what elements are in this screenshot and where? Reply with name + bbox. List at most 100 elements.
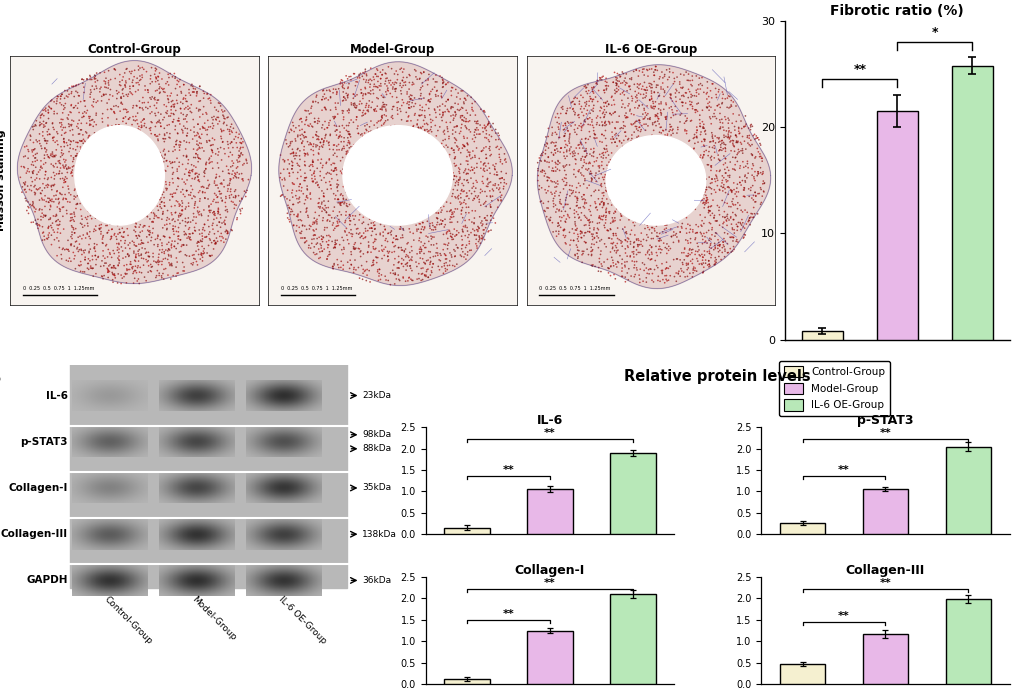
Point <box>665 226 682 237</box>
Point <box>360 77 376 88</box>
Point <box>584 84 600 95</box>
Point <box>412 104 428 115</box>
Point <box>459 175 475 186</box>
Point <box>435 239 451 250</box>
Point <box>314 119 330 131</box>
Point <box>149 200 165 211</box>
Point <box>66 241 83 252</box>
Point <box>615 75 632 87</box>
Point <box>36 110 52 121</box>
Point <box>548 117 565 128</box>
Point <box>98 89 114 100</box>
Point <box>412 110 428 121</box>
Point <box>371 268 387 279</box>
Point <box>64 161 81 172</box>
Point <box>321 154 337 165</box>
Point <box>384 91 400 103</box>
Point <box>40 197 56 208</box>
Point <box>186 172 203 183</box>
Point <box>161 119 177 131</box>
Point <box>706 242 722 253</box>
Point <box>583 173 599 184</box>
Point <box>686 129 702 140</box>
Point <box>124 77 141 88</box>
Point <box>366 105 382 117</box>
Point <box>712 181 729 192</box>
Point <box>567 218 583 230</box>
Point <box>395 64 412 75</box>
Point <box>120 113 137 124</box>
Point <box>346 237 363 248</box>
Point <box>593 103 609 114</box>
Point <box>469 177 485 188</box>
Point <box>198 163 214 174</box>
Point <box>57 85 73 96</box>
Point <box>148 76 164 87</box>
Point <box>655 224 672 235</box>
Point <box>460 177 476 188</box>
Point <box>68 244 85 255</box>
Point <box>438 206 454 217</box>
Point <box>603 91 620 102</box>
Point <box>621 214 637 225</box>
Point <box>307 174 323 185</box>
Point <box>286 150 303 161</box>
Point <box>328 144 344 156</box>
Point <box>182 180 199 191</box>
Point <box>358 225 374 237</box>
Point <box>86 94 102 105</box>
Point <box>114 245 130 256</box>
Point <box>155 206 171 217</box>
Point <box>315 139 331 150</box>
Point <box>56 177 72 188</box>
Point <box>695 134 711 145</box>
Point <box>94 233 110 244</box>
Point <box>676 254 692 265</box>
Point <box>541 215 557 226</box>
Point <box>300 210 316 221</box>
Point <box>453 142 470 154</box>
Point <box>375 101 391 112</box>
Point <box>180 228 197 239</box>
Point <box>593 117 609 128</box>
Point <box>325 84 341 95</box>
Point <box>59 196 75 207</box>
Point <box>350 121 366 132</box>
Point <box>471 223 487 234</box>
Point <box>695 193 711 205</box>
Point <box>712 139 729 150</box>
Point <box>438 228 454 239</box>
Point <box>449 142 466 153</box>
Point <box>103 103 119 114</box>
Point <box>329 108 345 119</box>
Point <box>668 128 685 139</box>
Point <box>693 258 709 269</box>
Point <box>178 185 195 196</box>
Point <box>565 151 581 162</box>
Point <box>681 86 697 97</box>
Point <box>747 191 763 202</box>
Point <box>231 168 248 179</box>
Point <box>620 242 636 253</box>
Point <box>736 191 752 202</box>
Point <box>722 187 739 198</box>
Point <box>313 242 329 253</box>
Point <box>172 235 189 246</box>
Point <box>345 139 362 150</box>
Point <box>155 133 171 144</box>
Point <box>735 232 751 243</box>
Point <box>114 116 130 127</box>
Point <box>197 193 213 204</box>
Point <box>414 217 430 228</box>
Text: Collagen-III: Collagen-III <box>0 529 67 539</box>
Point <box>675 89 691 101</box>
Point <box>726 244 742 255</box>
Point <box>734 145 750 156</box>
Point <box>64 165 81 176</box>
Point <box>384 113 400 124</box>
Point <box>130 79 147 90</box>
Point <box>353 238 369 249</box>
Text: **: ** <box>838 466 849 475</box>
Point <box>166 241 182 252</box>
Point <box>43 239 59 250</box>
